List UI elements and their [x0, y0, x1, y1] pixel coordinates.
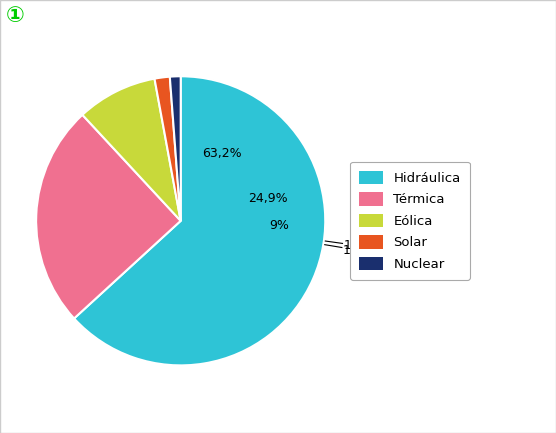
Text: 1,7%: 1,7% — [344, 239, 376, 252]
Wedge shape — [82, 79, 181, 221]
Wedge shape — [155, 77, 181, 221]
Wedge shape — [74, 76, 325, 365]
Text: 9%: 9% — [269, 219, 289, 232]
Legend: Hidráulica, Térmica, Eólica, Solar, Nuclear: Hidráulica, Térmica, Eólica, Solar, Nucl… — [350, 162, 470, 280]
Wedge shape — [36, 115, 181, 318]
Text: 1,2%: 1,2% — [343, 244, 375, 257]
Text: 63,2%: 63,2% — [202, 147, 242, 160]
Wedge shape — [170, 76, 181, 221]
Text: ①: ① — [6, 6, 24, 26]
Text: 24,9%: 24,9% — [248, 192, 287, 205]
